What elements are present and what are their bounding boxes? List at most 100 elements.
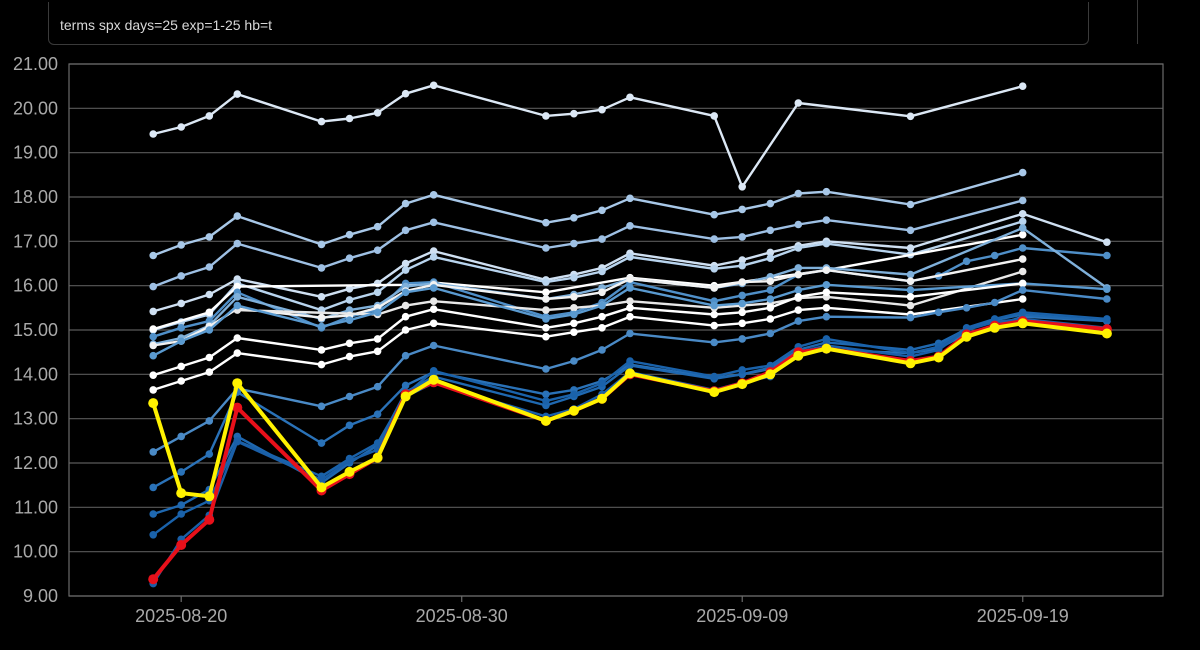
data-point [401, 266, 410, 274]
data-point [429, 305, 438, 314]
data-point [738, 256, 746, 264]
data-point [906, 244, 915, 252]
series-20 [148, 318, 1112, 502]
data-point [906, 277, 915, 286]
data-point [429, 297, 438, 306]
data-point [626, 357, 634, 365]
y-axis-labels: 9.00 10.00 11.00 12.00 13.00 14.00 15.00 16.00 1… [13, 54, 58, 606]
data-point [345, 392, 354, 401]
command-input[interactable]: terms spx days=25 exp=1-25 hb=t [60, 17, 273, 33]
data-point [317, 313, 326, 322]
x-tick-label: 2025-09-19 [977, 606, 1069, 626]
data-point [428, 374, 439, 385]
data-point [626, 304, 634, 312]
data-point [177, 123, 185, 131]
data-point [626, 222, 634, 230]
data-point [822, 288, 831, 297]
data-point [710, 338, 718, 347]
data-point [177, 377, 185, 385]
data-point [316, 482, 327, 493]
series-line [152, 313, 1107, 516]
data-point [401, 259, 410, 268]
data-point [766, 248, 775, 257]
data-point [1018, 168, 1027, 177]
data-point [149, 351, 157, 360]
data-point [738, 183, 746, 191]
data-point [429, 341, 438, 350]
data-point [568, 405, 579, 416]
data-point [401, 351, 410, 360]
series-line [152, 282, 1023, 377]
data-point [906, 313, 915, 322]
data-point [345, 306, 354, 314]
data-point [598, 324, 606, 332]
data-point [233, 239, 242, 248]
data-point [401, 226, 410, 235]
data-point [794, 99, 803, 107]
data-point [149, 130, 157, 138]
data-point [1018, 295, 1027, 303]
data-point [429, 367, 438, 375]
data-point [429, 81, 438, 90]
data-point [401, 288, 410, 297]
data-point [429, 319, 438, 328]
data-point [738, 335, 746, 343]
data-point [710, 372, 718, 381]
data-point [710, 112, 718, 120]
data-point [317, 476, 326, 484]
data-point [598, 312, 606, 321]
data-point [149, 307, 157, 316]
data-point [232, 378, 243, 389]
data-point [626, 253, 634, 261]
data-point [598, 235, 606, 243]
y-tick-label: 21.00 [13, 54, 58, 74]
data-point [149, 483, 157, 492]
data-point [1018, 196, 1027, 205]
plot-frame [68, 63, 1164, 597]
data-point [933, 352, 944, 363]
data-point [401, 312, 410, 321]
data-point [148, 574, 159, 585]
data-point [542, 112, 550, 120]
data-point [710, 321, 718, 330]
data-point [906, 301, 915, 310]
data-point [626, 284, 634, 292]
data-point [598, 301, 606, 310]
data-point [177, 468, 185, 476]
data-point [794, 293, 803, 301]
data-point [794, 306, 803, 314]
command-bar[interactable]: terms spx days=25 exp=1-25 hb=t [48, 2, 1089, 45]
data-point [542, 390, 550, 399]
data-point [794, 189, 803, 198]
series-line [152, 220, 1024, 332]
data-point [540, 415, 551, 426]
data-point [177, 324, 185, 332]
data-point [793, 350, 804, 361]
data-point [373, 109, 382, 117]
data-point [794, 244, 803, 252]
data-point [1018, 217, 1027, 226]
series-3 [149, 196, 1027, 291]
data-point [429, 284, 438, 292]
x-tick-label: 2025-09-09 [696, 606, 788, 626]
data-point [906, 226, 915, 235]
data-point [598, 379, 606, 388]
data-point [794, 264, 803, 272]
data-point [373, 382, 382, 391]
data-point [373, 246, 382, 254]
data-point [344, 466, 355, 477]
data-point [570, 328, 578, 337]
data-point [709, 387, 720, 398]
data-point [738, 299, 746, 308]
data-point [373, 308, 382, 317]
data-point [765, 369, 776, 380]
data-point [345, 230, 354, 239]
data-point [570, 214, 578, 222]
data-point [766, 315, 775, 323]
data-point [373, 347, 382, 356]
data-point [821, 343, 832, 354]
data-point [149, 386, 157, 394]
x-axis-labels: 2025-08-20 2025-08-30 2025-09-09 2025-09-19 [135, 596, 1069, 626]
data-point [1018, 210, 1027, 218]
data-point [961, 331, 972, 342]
